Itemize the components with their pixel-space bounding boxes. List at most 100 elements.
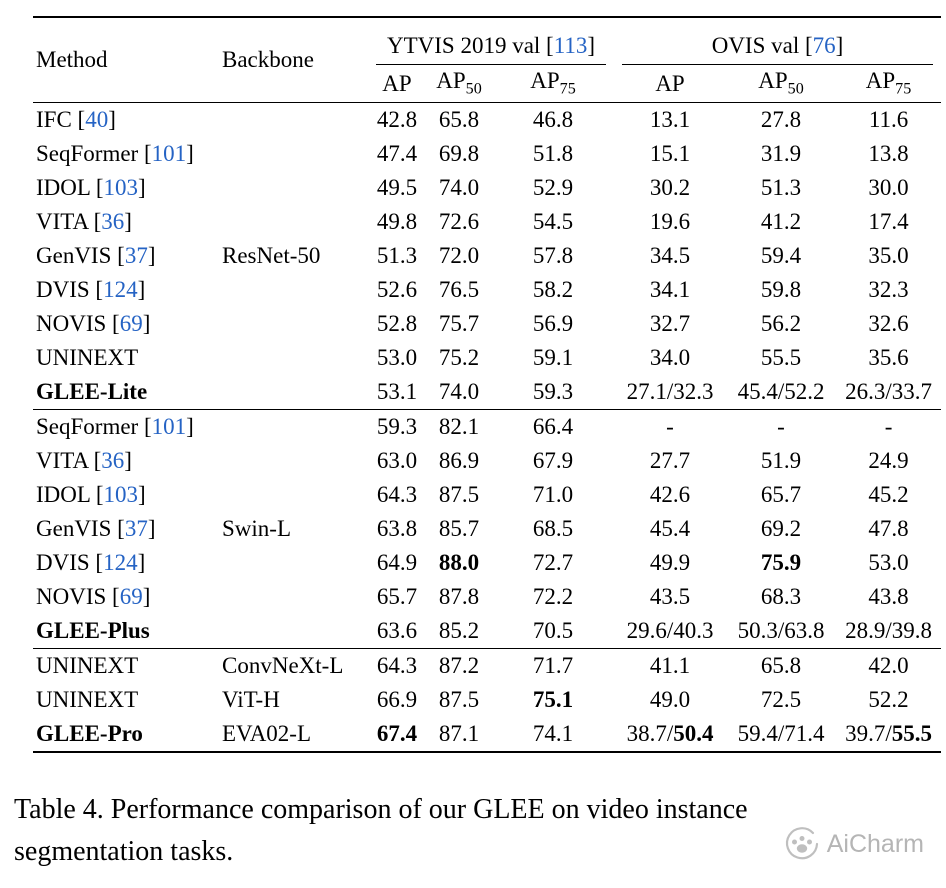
value-cell-ovis-ap50: 72.5 xyxy=(760,687,802,712)
backbone-cell xyxy=(215,205,368,239)
citation-link[interactable]: 103 xyxy=(103,175,139,200)
value-cell-ytvis-ap50: 87.2 xyxy=(438,653,480,678)
value-cell-ovis-ap50: - xyxy=(777,414,785,439)
caption-line-2: segmentation tasks. xyxy=(14,836,234,867)
citation-link[interactable]: 37 xyxy=(124,243,148,268)
col-header-ovis-ap50: AP50 xyxy=(726,65,837,103)
value-cell-ovis-ap75: 35.0 xyxy=(868,243,909,268)
method-cell: IDOL [103] xyxy=(36,175,146,200)
value-cell-ovis-ap50: 68.3 xyxy=(760,584,802,609)
value-cell-ytvis-ap75: 59.1 xyxy=(532,345,574,370)
method-name: UNINEXT xyxy=(36,345,139,370)
value-cell-ytvis-ap50: 87.1 xyxy=(438,721,480,746)
value-cell-ovis-ap: 38.7/50.4 xyxy=(626,721,714,746)
method-name: GenVIS xyxy=(36,516,112,541)
method-cell: SeqFormer [101] xyxy=(36,141,194,166)
value-cell-ovis-ap: 34.1 xyxy=(649,277,691,302)
value-cell-ovis-ap75: 17.4 xyxy=(868,209,909,234)
citation-link[interactable]: 36 xyxy=(101,209,125,234)
citation-link[interactable]: 101 xyxy=(151,141,187,166)
value-cell-ytvis-ap75: 58.2 xyxy=(532,277,574,302)
value-cell-ytvis-ap75: 56.9 xyxy=(532,311,574,336)
value-cell-ovis-ap75: 43.8 xyxy=(868,584,909,609)
backbone-cell xyxy=(215,444,368,478)
value-cell-ytvis-ap75: 51.8 xyxy=(532,141,574,166)
table-row: GenVIS [37] Swin-L 63.8 85.7 68.5 45.4 69.2 47.… xyxy=(33,512,941,546)
value-cell-ovis-ap: 19.6 xyxy=(649,209,691,234)
value-cell-ovis-ap: 41.1 xyxy=(649,653,691,678)
method-name: IDOL xyxy=(36,175,91,200)
method-cell: GLEE-Plus xyxy=(33,614,215,649)
value-cell-ytvis-ap50: 88.0 xyxy=(438,550,480,575)
method-cell: NOVIS [69] xyxy=(36,311,151,336)
value-cell-ovis-ap: - xyxy=(666,414,674,439)
backbone-cell xyxy=(215,580,368,614)
value-cell-ovis-ap: 42.6 xyxy=(649,482,691,507)
col-header-method-label: Method xyxy=(36,47,108,72)
table-row: DVIS [124] 64.9 88.0 72.7 49.9 75.9 53.0 xyxy=(33,546,941,580)
method-name: GLEE-Lite xyxy=(36,379,148,404)
value-cell-ovis-ap50: 55.5 xyxy=(760,345,802,370)
value-cell-ytvis-ap75: 52.9 xyxy=(532,175,574,200)
value-cell-ytvis-ap50: 87.8 xyxy=(438,584,480,609)
value-cell-ovis-ap: 30.2 xyxy=(649,175,691,200)
citation-link[interactable]: 36 xyxy=(101,448,125,473)
method-name: GenVIS xyxy=(36,243,112,268)
citation-link[interactable]: 101 xyxy=(151,414,187,439)
col-header-backbone-label: Backbone xyxy=(222,47,314,72)
ovis-citation-link[interactable]: 76 xyxy=(812,33,836,58)
value-cell-ytvis-ap75: 70.5 xyxy=(492,614,615,649)
table-row: SeqFormer [101] 59.3 82.1 66.4 - - - xyxy=(33,410,941,445)
watermark-text: AiCharm xyxy=(826,829,924,858)
citation-link[interactable]: 40 xyxy=(85,107,109,132)
value-cell-ytvis-ap50: 85.7 xyxy=(438,516,480,541)
backbone-cell xyxy=(215,341,368,375)
backbone-cell xyxy=(215,478,368,512)
table-row: GLEE-Pro EVA02-L 67.4 87.1 74.1 38.7/50.4 59.4… xyxy=(33,717,941,752)
value-cell-ytvis-ap50: 87.5 xyxy=(438,482,480,507)
citation-link[interactable]: 124 xyxy=(103,550,138,575)
value-cell-ovis-ap75: 32.6 xyxy=(868,311,909,336)
citation-link[interactable]: 69 xyxy=(119,311,143,336)
value-cell-ovis-ap75: - xyxy=(884,414,893,439)
value-cell-ovis-ap: 34.5 xyxy=(649,243,691,268)
value-cell-ovis-ap75: 32.3 xyxy=(868,277,909,302)
value-cell-ytvis-ap: 63.0 xyxy=(376,448,418,473)
table-row: NOVIS [69] 65.7 87.8 72.2 43.5 68.3 43.8 xyxy=(33,580,941,614)
backbone-cell xyxy=(215,410,368,445)
value-cell-ovis-ap75: 52.2 xyxy=(868,687,909,712)
col-header-ovis-ap75: AP75 xyxy=(836,65,942,103)
results-table: Method Backbone YTVIS 2019 val [113] OVI… xyxy=(33,16,942,753)
value-cell-ovis-ap50: 59.4 xyxy=(760,243,802,268)
value-cell-ovis-ap75: 53.0 xyxy=(868,550,909,575)
value-cell-ovis-ap50: 65.8 xyxy=(760,653,802,678)
value-cell-ovis-ap75: 42.0 xyxy=(868,653,909,678)
citation-link[interactable]: 37 xyxy=(124,516,148,541)
value-cell-ovis-ap: 29.6/40.3 xyxy=(614,614,727,649)
value-cell-ytvis-ap: 63.6 xyxy=(368,614,426,649)
value-cell-ovis-ap75: 39.7/55.5 xyxy=(845,721,932,746)
citation-link[interactable]: 124 xyxy=(103,277,138,302)
value-cell-ovis-ap50: 59.4/71.4 xyxy=(737,721,825,746)
method-name: UNINEXT xyxy=(36,653,139,678)
value-cell-ytvis-ap75: 68.5 xyxy=(532,516,574,541)
citation-link[interactable]: 69 xyxy=(119,584,143,609)
value-cell-ytvis-ap: 67.4 xyxy=(376,721,418,746)
value-cell-ytvis-ap: 64.3 xyxy=(376,482,418,507)
value-cell-ovis-ap50: 51.9 xyxy=(760,448,802,473)
method-name: GLEE-Pro xyxy=(36,721,143,746)
col-header-ytvis-ap75: AP75 xyxy=(492,65,615,103)
method-cell: DVIS [124] xyxy=(36,550,146,575)
citation-link[interactable]: 103 xyxy=(103,482,139,507)
ytvis-citation-link[interactable]: 113 xyxy=(553,33,588,58)
value-cell-ovis-ap50: 59.8 xyxy=(760,277,802,302)
table-row: GLEE-Plus 63.6 85.2 70.5 29.6/40.3 50.3/63.8 2… xyxy=(33,614,942,649)
backbone-cell xyxy=(215,375,368,410)
method-cell: NOVIS [69] xyxy=(36,584,151,609)
value-cell-ytvis-ap: 59.3 xyxy=(376,414,418,439)
value-cell-ytvis-ap75: 71.7 xyxy=(532,653,574,678)
value-cell-ytvis-ap: 63.8 xyxy=(376,516,418,541)
col-group-ovis: OVIS val [76] xyxy=(614,17,941,65)
value-cell-ytvis-ap75: 59.3 xyxy=(492,375,615,410)
method-name: SeqFormer xyxy=(36,141,139,166)
